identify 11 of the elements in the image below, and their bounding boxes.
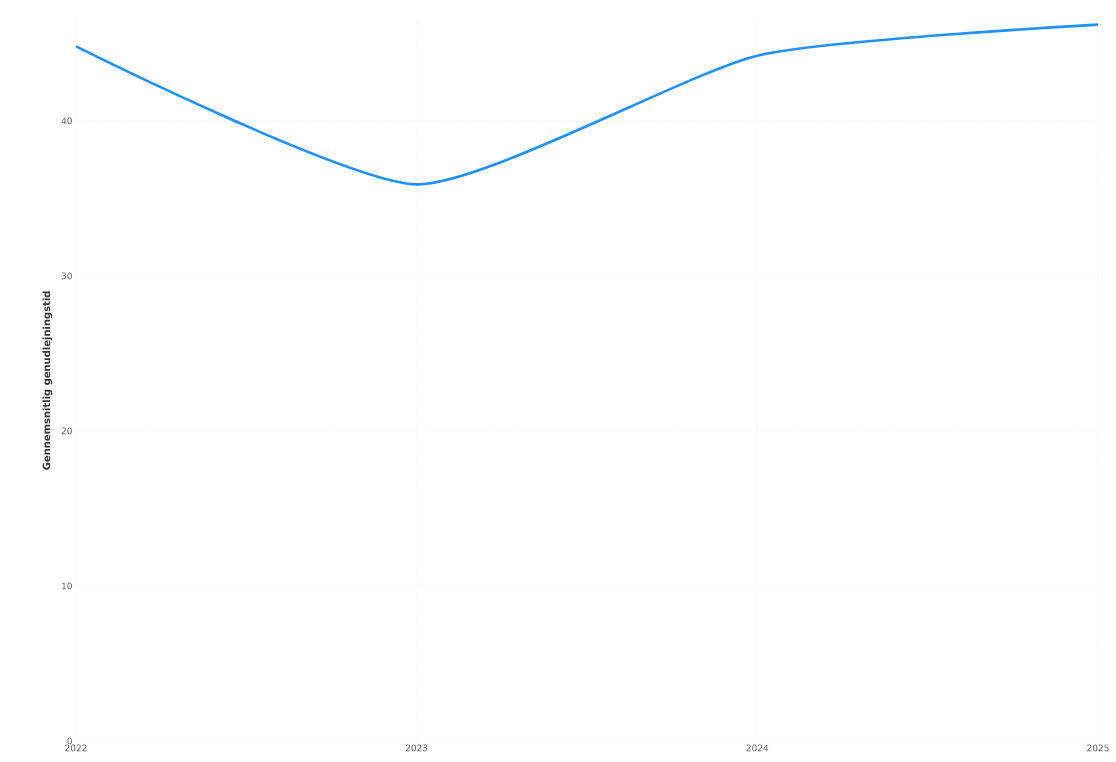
x-tick-label: 2023 [405, 744, 428, 752]
y-tick-label: 10 [62, 582, 72, 590]
y-tick-label: 20 [61, 427, 72, 435]
x-tick-label: 2022 [65, 744, 87, 752]
x-tick-label: 2024 [746, 744, 769, 752]
line-series [76, 23, 1098, 186]
y-tick-label: 0 [67, 737, 72, 745]
x-tick-label: 2025 [1087, 744, 1109, 752]
y-tick-label: 40 [61, 117, 72, 125]
y-axis-title: Gennemsnitlig genudlejningstid [42, 291, 53, 470]
y-tick-label: 30 [61, 272, 72, 280]
